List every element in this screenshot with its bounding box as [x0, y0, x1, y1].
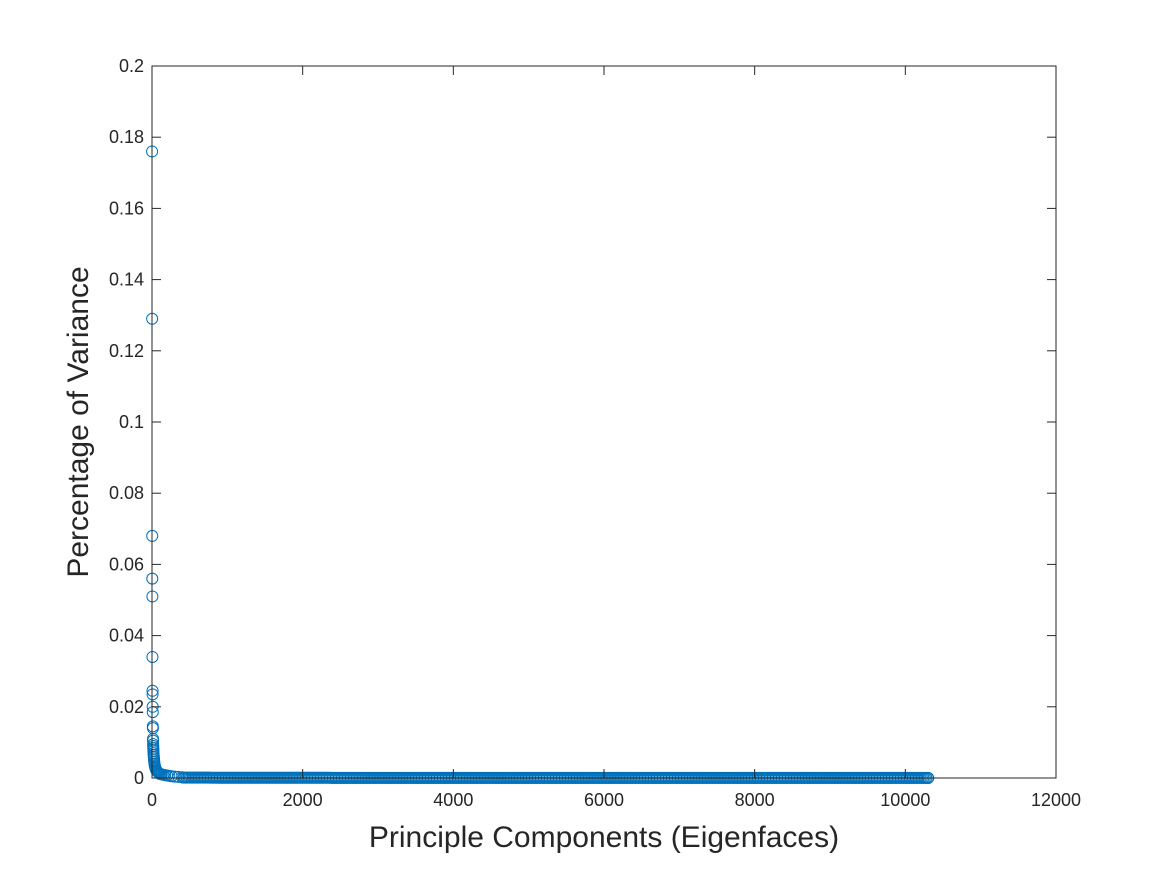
y-tick-label: 0.04 [109, 626, 144, 646]
x-axis-label: Principle Components (Eigenfaces) [369, 821, 839, 854]
data-point [146, 684, 159, 697]
y-tick-label: 0.06 [109, 554, 144, 574]
x-tick-label: 10000 [880, 790, 930, 810]
y-tick-label: 0.02 [109, 697, 144, 717]
x-tick-label: 2000 [283, 790, 323, 810]
y-tick-label: 0.08 [109, 483, 144, 503]
y-tick-label: 0.18 [109, 127, 144, 147]
plot-area-background [152, 66, 1056, 778]
y-tick-label: 0 [134, 768, 144, 788]
x-tick-label: 6000 [584, 790, 624, 810]
tick-labels: 0 2000 4000 6000 8000 10000 12000 0 0.02 0.04 0.06… [109, 56, 1081, 810]
y-axis-label: Percentage of Variance [62, 266, 95, 577]
x-tick-label: 8000 [735, 790, 775, 810]
x-tick-label: 0 [147, 790, 157, 810]
x-tick-label: 12000 [1031, 790, 1081, 810]
y-tick-label: 0.14 [109, 270, 144, 290]
x-tick-label: 4000 [433, 790, 473, 810]
y-tick-label: 0.2 [119, 56, 144, 76]
y-tick-label: 0.16 [109, 198, 144, 218]
data-point [146, 688, 159, 701]
y-tick-label: 0.12 [109, 341, 144, 361]
axis-ticks [151, 65, 1057, 779]
y-tick-label: 0.1 [119, 412, 144, 432]
